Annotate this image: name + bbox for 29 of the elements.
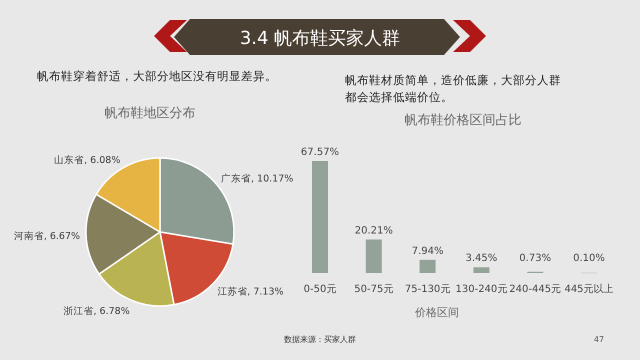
x-tick-label: 75-130元 <box>404 284 450 295</box>
bar <box>420 260 436 273</box>
chart-title: 帆布鞋地区分布 <box>104 106 196 121</box>
data-label: 20.21% <box>354 226 393 236</box>
x-tick-label: 0-50元 <box>304 284 336 295</box>
text: 47 <box>594 335 604 344</box>
bar <box>473 267 490 273</box>
text: 帆布鞋材质简单，造价低廉，大部分人群都会选择低端价位。 <box>345 73 561 104</box>
data-label: 67.57% <box>300 147 340 158</box>
slice-label: 浙江省, 6.78% <box>64 304 130 317</box>
slice-label: 江苏省, 7.13% <box>217 286 284 298</box>
text: 帆布鞋穿着舒适，大部分地区没有明显差异。 <box>37 69 277 83</box>
x-tick-label: 130-240元 <box>456 284 508 295</box>
data-label: 7.94% <box>412 246 444 257</box>
x-tick-label: 240-445元 <box>509 284 562 295</box>
x-tick-label: 50-75元 <box>354 284 394 295</box>
bar <box>366 240 382 273</box>
data-label: 0.10% <box>573 253 605 264</box>
data-label: 3.45% <box>466 253 498 264</box>
slice-label: 广东省, 10.17% <box>221 172 294 185</box>
slice-label: 山东省, 6.08% <box>54 154 120 166</box>
bar <box>312 161 328 273</box>
text: 3.4 帆布鞋买家人群 <box>240 28 400 49</box>
slice-label: 河南省, 6.67% <box>14 230 80 242</box>
x-tick-label: 445元以上 <box>564 283 614 295</box>
chart-title: 帆布鞋价格区间占比 <box>404 113 522 128</box>
x-axis-title: 价格区间 <box>414 306 459 319</box>
data-label: 0.73% <box>519 253 552 264</box>
source-note: 数据来源：买家人群 <box>284 335 356 344</box>
